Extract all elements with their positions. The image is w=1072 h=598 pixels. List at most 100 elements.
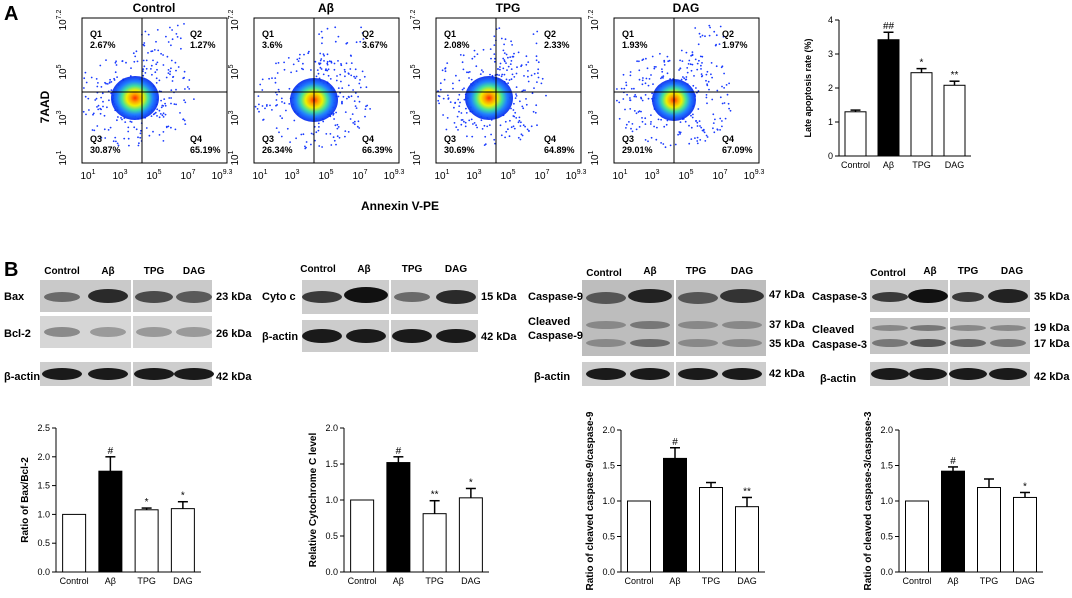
bar	[941, 470, 965, 573]
scatter-dot	[536, 30, 539, 33]
scatter-dot	[359, 40, 362, 43]
scatter-dot	[476, 53, 479, 55]
scatter-dot	[170, 44, 172, 47]
scatter-dot	[279, 115, 282, 117]
scatter-dot	[690, 69, 693, 72]
scatter-dot	[689, 63, 692, 66]
scatter-dot	[129, 120, 132, 123]
x-tick-label: TPG	[980, 576, 999, 586]
scatter-dot	[326, 60, 329, 63]
scatter-dot	[518, 116, 521, 119]
scatter-dot	[262, 119, 264, 121]
scatter-dot	[156, 61, 159, 64]
scatter-dot	[710, 73, 712, 76]
x-tick-labels: 101 103 105 107 109.3	[434, 169, 586, 182]
y-tick-label: 2.5	[37, 423, 50, 433]
scatter-dot	[335, 79, 338, 82]
scatter-dot	[127, 130, 130, 133]
scatter-dot	[646, 67, 649, 70]
bar	[877, 39, 900, 157]
scatter-dot	[173, 103, 176, 105]
protein-label: β-actin	[262, 331, 298, 343]
scatter-dot	[464, 125, 467, 128]
scatter-dot	[167, 72, 170, 74]
protein-label: Cyto c	[262, 291, 296, 303]
scatter-dot	[94, 99, 97, 101]
scatter-dot	[655, 138, 658, 141]
scatter-dot	[108, 99, 110, 102]
scatter-dot	[455, 74, 457, 77]
scatter-dot	[462, 68, 465, 71]
scatter-dot	[353, 75, 355, 78]
scatter-dot	[506, 69, 508, 71]
significance-label: **	[431, 490, 439, 501]
y-tick-label: 2.0	[37, 452, 50, 462]
scatter-dot	[452, 82, 454, 85]
scatter-dot	[481, 128, 484, 130]
scatter-dot	[530, 125, 533, 128]
scatter-dot	[114, 71, 117, 74]
scatter-dot	[117, 144, 120, 147]
y-tick-label: 2.0	[602, 425, 615, 435]
scatter-dot	[630, 127, 632, 130]
scatter-dot	[104, 81, 106, 84]
scatter-dot	[465, 112, 468, 114]
scatter-dot	[679, 67, 682, 70]
y-tick-labels: 107.2 105 103 101	[588, 9, 601, 165]
scatter-dot	[638, 69, 641, 72]
scatter-dot	[515, 86, 518, 88]
scatter-dot	[447, 94, 449, 97]
scatter-dot	[638, 126, 641, 128]
scatter-dot	[295, 70, 298, 72]
scatter-dot	[280, 135, 283, 138]
scatter-dot	[184, 101, 187, 104]
plot-title: Aβ	[318, 1, 334, 15]
scatter-dot	[455, 126, 458, 128]
scatter-dot	[351, 113, 354, 115]
scatter-dot	[660, 142, 662, 144]
scatter-dot	[463, 98, 466, 101]
scatter-dot	[123, 137, 126, 140]
scatter-dot	[505, 53, 508, 56]
scatter-dot	[308, 50, 310, 53]
scatter-dot	[170, 59, 173, 62]
scatter-dot	[499, 68, 501, 71]
y-tick-label: 3	[828, 49, 833, 59]
scatter-dot	[701, 75, 704, 77]
scatter-dot	[633, 110, 636, 112]
scatter-dot	[354, 68, 357, 71]
scatter-dot	[688, 124, 690, 127]
scatter-dot	[145, 59, 148, 62]
scatter-dot	[458, 110, 460, 113]
scatter-dot	[669, 144, 672, 147]
scatter-dot	[499, 62, 502, 65]
scatter-dot	[511, 73, 514, 76]
scatter-dot	[319, 59, 322, 62]
y-tick-label: 1.5	[37, 481, 50, 491]
scatter-dot	[269, 104, 271, 107]
scatter-dot	[355, 75, 358, 78]
x-tick-label: Aβ	[883, 160, 894, 170]
svg-text:Aβ: Aβ	[923, 266, 936, 277]
scatter-dot	[442, 97, 445, 100]
protein-label: Caspase-3	[812, 339, 867, 351]
scatter-dot	[640, 97, 643, 100]
scatter-dot	[344, 111, 347, 113]
bar	[1013, 496, 1037, 573]
scatter-dot	[193, 98, 195, 100]
scatter-dot	[638, 60, 640, 63]
q2-label: Q2	[722, 29, 734, 39]
scatter-dot	[100, 137, 103, 139]
scatter-dot	[470, 118, 473, 121]
scatter-dot	[482, 48, 485, 51]
scatter-dot	[513, 76, 516, 78]
scatter-dot	[106, 83, 109, 85]
scatter-dot	[647, 140, 649, 143]
scatter-dot	[293, 119, 296, 122]
y-tick-label: 0.0	[37, 567, 50, 577]
lane-labels: Control Aβ TPG DAG	[870, 266, 1023, 279]
scatter-dot	[150, 50, 153, 53]
scatter-dot	[442, 114, 444, 116]
scatter-dot	[341, 87, 344, 89]
scatter-dot	[261, 78, 264, 81]
